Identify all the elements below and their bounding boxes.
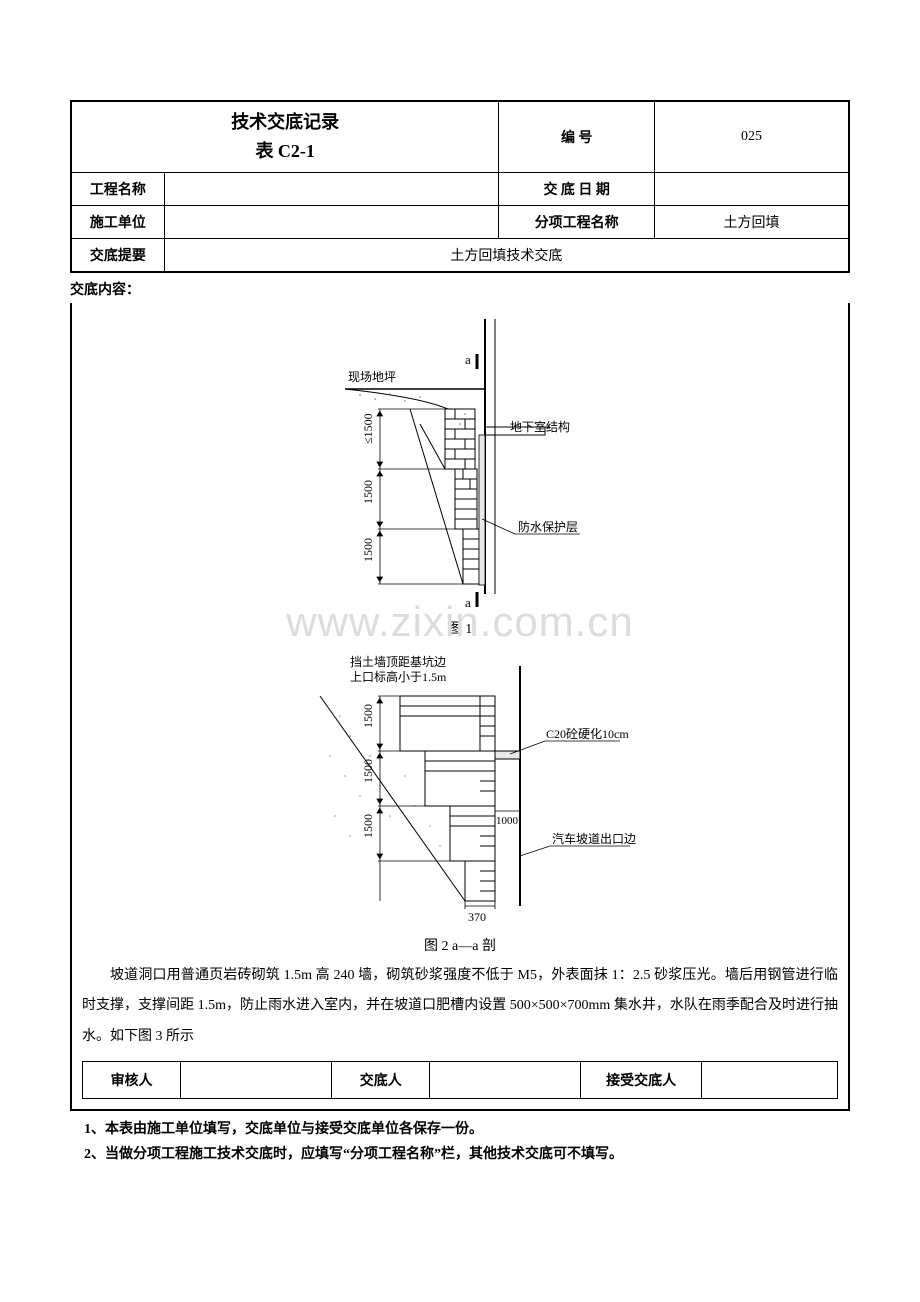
project-label: 工程名称	[71, 172, 164, 205]
fig2-dim3: 1500	[361, 814, 375, 838]
fig1-ground-label: 现场地坪	[348, 370, 396, 384]
fig2-c20: C20砼硬化10cm	[546, 727, 629, 741]
sig-presenter-label: 交底人	[332, 1061, 430, 1098]
code-value: 025	[654, 101, 849, 172]
content-body: a	[70, 303, 850, 1111]
fig2-dim2: 1500	[361, 759, 375, 783]
figure-2: 1500 1500 1500 1000 370 挡土墙顶距基坑边 上口标高小于1…	[82, 646, 838, 955]
fig1-basement-label: 地下室结构	[510, 419, 570, 434]
footnotes: 1、本表由施工单位填写，交底单位与接受交底单位各保存一份。 2、当做分项工程施工…	[70, 1117, 850, 1167]
summary-value: 土方回填技术交底	[164, 238, 849, 272]
doc-title-2: 表 C2-1	[80, 137, 490, 166]
summary-label: 交底提要	[71, 238, 164, 272]
content-label: 交底内容：	[70, 273, 850, 303]
figure-1-svg: a	[260, 319, 660, 609]
fig1-a-bot: a	[465, 595, 471, 609]
body-paragraph: 坡道洞口用普通页岩砖砌筑 1.5m 高 240 墙，砌筑砂浆强度不低于 M5，外…	[82, 961, 838, 1053]
date-label: 交 底 日 期	[499, 172, 655, 205]
fig2-dim5: 370	[468, 910, 486, 924]
date-value	[654, 172, 849, 205]
fig2-dim1: 1500	[361, 704, 375, 728]
code-label: 编 号	[499, 101, 655, 172]
figure-1: a	[82, 319, 838, 638]
fig1-dim1: ≤1500	[361, 413, 375, 444]
fig1-dim2: 1500	[361, 480, 375, 504]
project-value	[164, 172, 499, 205]
signature-table: 审核人 交底人 接受交底人	[82, 1061, 838, 1099]
fig2-walltop1: 挡土墙顶距基坑边	[350, 654, 446, 669]
subitem-label: 分项工程名称	[499, 205, 655, 238]
unit-label: 施工单位	[71, 205, 164, 238]
fig1-a-top: a	[465, 352, 471, 367]
sig-receiver-value	[702, 1061, 838, 1098]
sig-reviewer-label: 审核人	[83, 1061, 181, 1098]
note-1: 1、本表由施工单位填写，交底单位与接受交底单位各保存一份。	[84, 1117, 850, 1142]
fig2-walltop2: 上口标高小于1.5m	[350, 669, 447, 684]
figure-2-svg: 1500 1500 1500 1000 370 挡土墙顶距基坑边 上口标高小于1…	[250, 646, 670, 926]
sig-reviewer-value	[181, 1061, 332, 1098]
fig2-dim4: 1000	[496, 815, 519, 827]
fig2-ramp: 汽车坡道出口边	[552, 831, 636, 846]
doc-title-1: 技术交底记录	[80, 108, 490, 137]
fig1-waterproof-label: 防水保护层	[518, 519, 578, 534]
figure-1-caption: 图 1	[82, 618, 838, 638]
unit-value	[164, 205, 499, 238]
note-2: 2、当做分项工程施工技术交底时，应填写“分项工程名称”栏，其他技术交底可不填写。	[84, 1142, 850, 1167]
header-table: 技术交底记录 表 C2-1 编 号 025 工程名称 交 底 日 期 施工单位 …	[70, 100, 850, 273]
fig1-dim3: 1500	[361, 538, 375, 562]
subitem-value: 土方回填	[654, 205, 849, 238]
sig-presenter-value	[430, 1061, 581, 1098]
figure-2-caption: 图 2 a—a 剖	[82, 935, 838, 955]
sig-receiver-label: 接受交底人	[581, 1061, 702, 1098]
